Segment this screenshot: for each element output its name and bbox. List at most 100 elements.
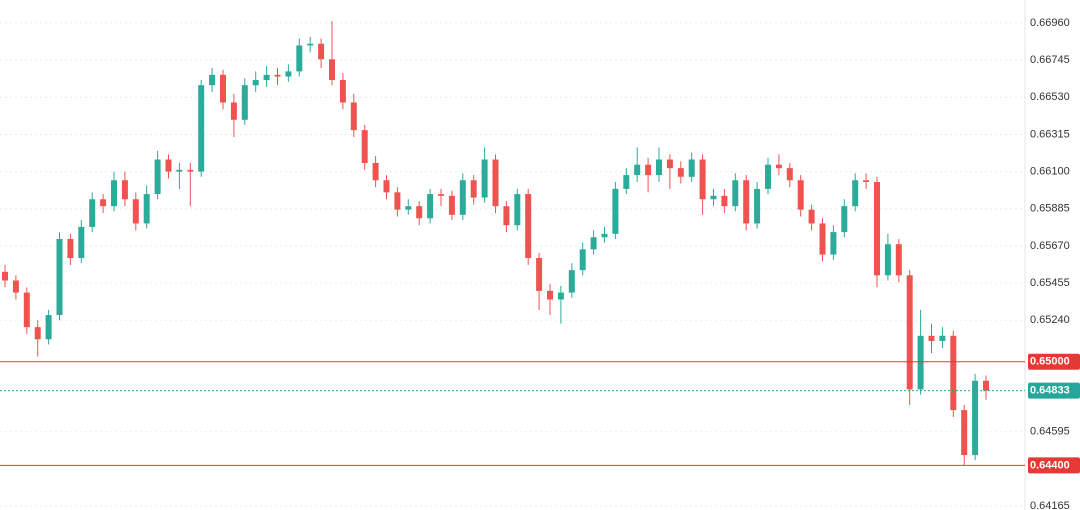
candle-body (688, 159, 695, 177)
candle-body (405, 206, 412, 210)
candle-body (307, 43, 314, 46)
candle-body (590, 237, 597, 250)
candle-body (220, 74, 226, 103)
candle-body (743, 180, 750, 224)
candle-body (67, 239, 74, 259)
candle-body (699, 159, 706, 200)
candle-body (187, 169, 194, 172)
y-tick-label: 0.66745 (1030, 54, 1070, 66)
candle-body (492, 159, 499, 207)
candle-body (634, 164, 641, 176)
candle-body (339, 80, 346, 103)
candle-body (263, 74, 270, 81)
y-tick-label: 0.65455 (1030, 277, 1070, 289)
y-tick-label: 0.66530 (1030, 91, 1070, 103)
candle-body (34, 327, 41, 340)
candle-body (666, 159, 673, 169)
candle-body (677, 168, 684, 177)
candle-body (536, 258, 543, 291)
candle-body (819, 223, 826, 255)
candle-body (503, 206, 510, 226)
candle-body (154, 159, 161, 195)
candle-body (111, 180, 117, 207)
candle-body (394, 192, 401, 210)
candle-body (525, 194, 532, 259)
candle-body (786, 168, 793, 181)
candle-body (721, 195, 728, 207)
price-label: 0.65000 (1030, 356, 1070, 368)
candle-body (645, 164, 652, 176)
y-tick-label: 0.66315 (1030, 128, 1070, 140)
candle-body (852, 180, 859, 207)
candle-body (884, 244, 891, 276)
candle-body (895, 244, 902, 276)
y-tick-label: 0.65670 (1030, 240, 1070, 252)
candle-body (547, 290, 553, 300)
candle-body (917, 335, 924, 390)
candle-body (601, 233, 608, 238)
y-tick-label: 0.64165 (1030, 500, 1070, 510)
candle-body (754, 188, 761, 224)
candle-body (514, 194, 521, 226)
candle-body (285, 71, 292, 77)
candle-body (296, 45, 303, 72)
candle-body (89, 199, 96, 227)
candle-body (874, 181, 880, 276)
price-label-box (1028, 353, 1080, 370)
candle-body (121, 180, 128, 200)
candle-body (765, 164, 771, 189)
y-tick-label: 0.64595 (1030, 426, 1070, 438)
candle-body (274, 74, 281, 77)
candle-body (416, 206, 423, 219)
candle-body (383, 180, 390, 193)
candle-body (143, 194, 150, 224)
candle-body (209, 74, 216, 86)
candle-body (841, 206, 848, 233)
candle-body (448, 195, 455, 215)
candle-body (775, 164, 782, 169)
candle-body (45, 315, 52, 340)
candle-body (132, 199, 139, 224)
y-tick-label: 0.66100 (1030, 166, 1070, 178)
candle-body (56, 239, 63, 316)
price-label: 0.64400 (1030, 459, 1070, 471)
candle-body (23, 292, 30, 328)
candle-body (165, 159, 172, 172)
candle-body (863, 180, 870, 182)
y-tick-label: 0.65240 (1030, 314, 1070, 326)
candle-body (78, 226, 85, 259)
price-label: 0.64833 (1030, 384, 1070, 396)
candle-body (329, 59, 335, 81)
candle-body (939, 335, 946, 341)
candle-body (427, 194, 434, 219)
candle-body (318, 43, 325, 60)
candle-body (656, 159, 662, 176)
candle-body (797, 180, 804, 210)
y-tick-label: 0.66960 (1030, 17, 1070, 29)
candle-body (198, 85, 205, 172)
price-label-box (1028, 382, 1080, 399)
candle-body (372, 162, 379, 181)
candle-body (481, 159, 488, 198)
candle-body (568, 270, 575, 293)
candle-body (241, 85, 248, 120)
candle-body (438, 194, 444, 196)
candle-body (12, 280, 19, 293)
candle-body (950, 335, 957, 411)
candle-body (906, 275, 913, 390)
candle-body (252, 80, 259, 86)
candle-body (2, 271, 8, 281)
candle-body (459, 180, 466, 215)
candle-body (350, 102, 357, 131)
candle-body (230, 102, 237, 120)
candle-body (983, 380, 989, 391)
candle-body (361, 130, 368, 163)
candle-body (710, 195, 717, 200)
candle-body (470, 180, 477, 198)
candle-body (176, 169, 183, 172)
candle-body (100, 199, 107, 207)
candle-body (732, 180, 739, 207)
candle-body (972, 380, 979, 456)
candle-body (612, 188, 619, 234)
